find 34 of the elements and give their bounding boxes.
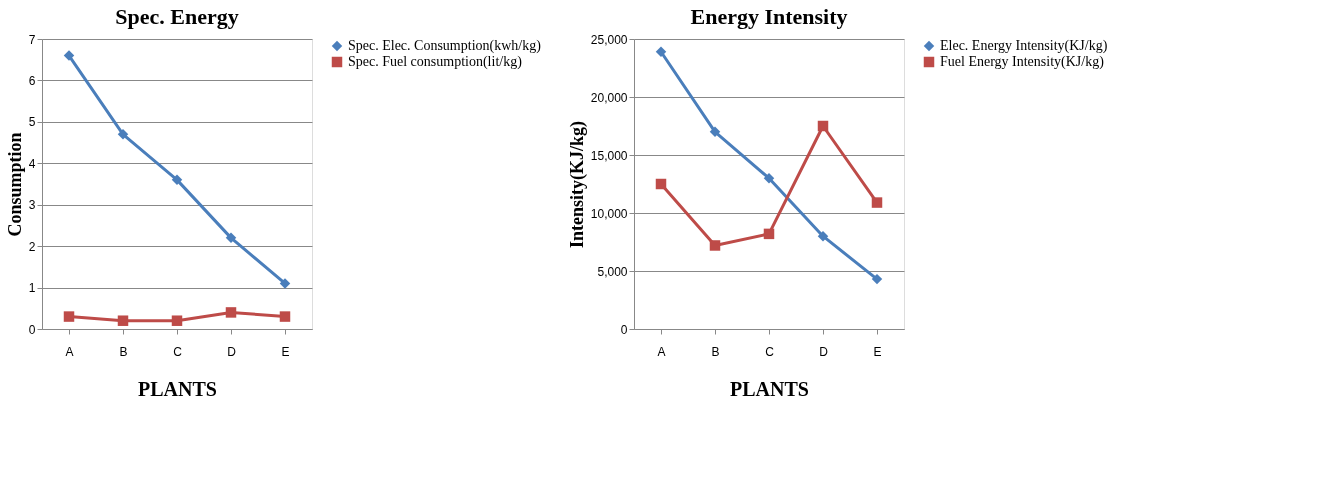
legend-label: Elec. Energy Intensity(KJ/kg): [940, 38, 1108, 54]
y-tick-label: 20,000: [590, 90, 628, 105]
y-tick-label: 2: [28, 239, 36, 254]
y-tick-label: 15,000: [590, 148, 628, 163]
y-tick-label: 25,000: [590, 32, 628, 47]
y-tick-label: 10,000: [590, 206, 628, 221]
y-tick-label: 1: [28, 281, 36, 296]
x-axis-title: PLANTS: [138, 377, 217, 400]
y-tick-label: 0: [28, 322, 36, 337]
y-tick-label: 7: [28, 32, 36, 47]
x-tick-label: B: [711, 344, 720, 359]
legend-label: Fuel Energy Intensity(KJ/kg): [940, 54, 1105, 70]
y-axis-title: Consumption: [4, 132, 25, 237]
x-tick-label: D: [227, 344, 237, 359]
y-tick-label: 6: [28, 73, 36, 88]
x-tick-label: A: [65, 344, 74, 359]
chart-title: Spec. Energy: [115, 4, 239, 29]
legend-label: Spec. Fuel consumption(lit/kg): [348, 54, 523, 70]
y-tick-label: 4: [28, 156, 36, 171]
x-tick-label: A: [657, 344, 666, 359]
y-tick-label: 3: [28, 198, 36, 213]
x-tick-label: C: [765, 344, 775, 359]
x-tick-label: D: [819, 344, 829, 359]
legend-label: Spec. Elec. Consumption(kwh/kg): [348, 38, 542, 54]
y-tick-label: 0: [620, 322, 628, 337]
x-axis-title: PLANTS: [730, 377, 809, 400]
x-tick-label: E: [873, 344, 882, 359]
y-axis-title: Intensity(KJ/kg): [566, 120, 588, 249]
y-tick-label: 5,000: [597, 264, 628, 279]
x-tick-label: C: [173, 344, 183, 359]
y-tick-label: 5: [28, 115, 36, 130]
chart-title: Energy Intensity: [690, 4, 848, 29]
x-tick-label: E: [281, 344, 290, 359]
x-tick-label: B: [119, 344, 128, 359]
